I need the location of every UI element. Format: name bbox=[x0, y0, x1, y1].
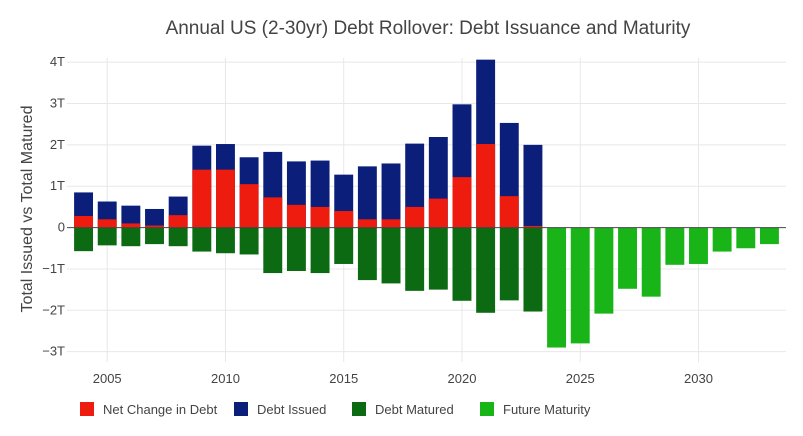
x-tick-label: 2015 bbox=[329, 371, 358, 386]
bar-debt-issued bbox=[145, 208, 164, 228]
bar-debt-matured bbox=[405, 227, 425, 291]
bar-debt-matured bbox=[239, 227, 259, 255]
legend-item-debt-issued: Debt Issued bbox=[234, 402, 326, 417]
legend-item-net-change-in-debt: Net Change in Debt bbox=[80, 402, 218, 417]
bar-net-change-in-debt bbox=[499, 196, 519, 228]
bar-future-maturity bbox=[618, 227, 637, 289]
x-tick-label: 2020 bbox=[448, 371, 477, 386]
bar-future-maturity bbox=[594, 227, 614, 314]
bar-net-change-in-debt bbox=[381, 219, 401, 228]
bar-net-change-in-debt bbox=[263, 197, 283, 228]
bar-layer bbox=[74, 59, 779, 348]
legend-swatch bbox=[234, 402, 248, 416]
legend-label: Debt Issued bbox=[257, 402, 326, 417]
legend-label: Net Change in Debt bbox=[103, 402, 218, 417]
bar-net-change-in-debt bbox=[334, 211, 354, 228]
bar-debt-matured bbox=[310, 227, 330, 274]
x-tick-label: 2025 bbox=[566, 371, 595, 386]
x-tick-label: 2030 bbox=[684, 371, 713, 386]
y-tick-label: 0 bbox=[58, 220, 65, 235]
bar-net-change-in-debt bbox=[168, 215, 188, 228]
legend-swatch bbox=[80, 402, 94, 416]
bar-debt-matured bbox=[263, 227, 283, 274]
y-tick-label: −2T bbox=[42, 302, 65, 317]
bar-debt-matured bbox=[145, 227, 164, 245]
y-tick-label: −1T bbox=[42, 261, 65, 276]
y-tick-labels: −3T −2T −1T 0 1T 2T 3T 4T bbox=[42, 54, 65, 359]
x-tick-label: 2005 bbox=[93, 371, 122, 386]
chart-title: Annual US (2-30yr) Debt Rollover: Debt I… bbox=[166, 18, 691, 39]
bar-net-change-in-debt bbox=[239, 184, 259, 228]
bar-future-maturity bbox=[547, 227, 567, 348]
legend-swatch bbox=[352, 402, 366, 416]
bar-debt-issued bbox=[357, 166, 377, 228]
bar-net-change-in-debt bbox=[97, 219, 117, 228]
y-tick-label: 1T bbox=[50, 178, 65, 193]
bar-debt-matured bbox=[428, 227, 448, 290]
bar-debt-matured bbox=[74, 227, 94, 252]
bar-net-change-in-debt bbox=[310, 206, 330, 228]
bar-debt-matured bbox=[523, 227, 543, 312]
legend-label: Debt Matured bbox=[375, 402, 454, 417]
legend-item-future-maturity: Future Maturity bbox=[480, 402, 591, 417]
bar-future-maturity bbox=[736, 227, 756, 249]
bar-net-change-in-debt bbox=[286, 204, 306, 228]
bar-debt-issued bbox=[381, 163, 401, 228]
bar-net-change-in-debt bbox=[428, 198, 448, 228]
bar-debt-matured bbox=[97, 227, 117, 246]
legend-item-debt-matured: Debt Matured bbox=[352, 402, 454, 417]
bar-debt-issued bbox=[405, 143, 425, 228]
y-tick-label: 3T bbox=[50, 95, 65, 110]
bar-net-change-in-debt bbox=[523, 225, 543, 228]
bar-debt-matured bbox=[357, 227, 377, 281]
y-tick-label: −3T bbox=[42, 344, 65, 359]
y-axis-label: Total Issued vs Total Matured bbox=[19, 106, 36, 313]
bar-future-maturity bbox=[689, 227, 708, 264]
bar-future-maturity bbox=[665, 227, 685, 265]
bar-debt-matured bbox=[216, 227, 235, 254]
bar-net-change-in-debt bbox=[452, 177, 472, 228]
y-tick-label: 4T bbox=[50, 54, 65, 69]
bar-net-change-in-debt bbox=[192, 169, 212, 228]
bar-net-change-in-debt bbox=[405, 206, 425, 228]
bar-debt-matured bbox=[476, 227, 496, 313]
x-tick-labels: 2005 2010 2015 2020 2025 2030 bbox=[93, 371, 713, 386]
bar-future-maturity bbox=[759, 227, 779, 245]
bar-net-change-in-debt bbox=[121, 223, 141, 228]
bar-debt-matured bbox=[381, 227, 401, 284]
y-tick-label: 2T bbox=[50, 137, 65, 152]
legend-label: Future Maturity bbox=[503, 402, 591, 417]
bar-debt-matured bbox=[499, 227, 519, 301]
bar-debt-matured bbox=[334, 227, 354, 264]
bar-net-change-in-debt bbox=[74, 215, 94, 228]
bar-net-change-in-debt bbox=[357, 219, 377, 228]
bar-future-maturity bbox=[641, 227, 661, 297]
bar-net-change-in-debt bbox=[476, 144, 496, 228]
bar-debt-matured bbox=[168, 227, 188, 247]
bar-debt-issued bbox=[121, 205, 141, 228]
bar-future-maturity bbox=[570, 227, 590, 344]
bar-debt-matured bbox=[286, 227, 306, 272]
bar-future-maturity bbox=[712, 227, 732, 252]
bar-debt-issued bbox=[523, 144, 543, 228]
bar-net-change-in-debt bbox=[145, 225, 164, 228]
bar-debt-matured bbox=[121, 227, 141, 247]
x-tick-label: 2010 bbox=[211, 371, 240, 386]
legend-swatch bbox=[480, 402, 494, 416]
bar-debt-matured bbox=[452, 227, 472, 301]
bar-debt-matured bbox=[192, 227, 212, 252]
bar-net-change-in-debt bbox=[216, 169, 235, 228]
legend: Net Change in Debt Debt Issued Debt Mature… bbox=[80, 402, 591, 417]
